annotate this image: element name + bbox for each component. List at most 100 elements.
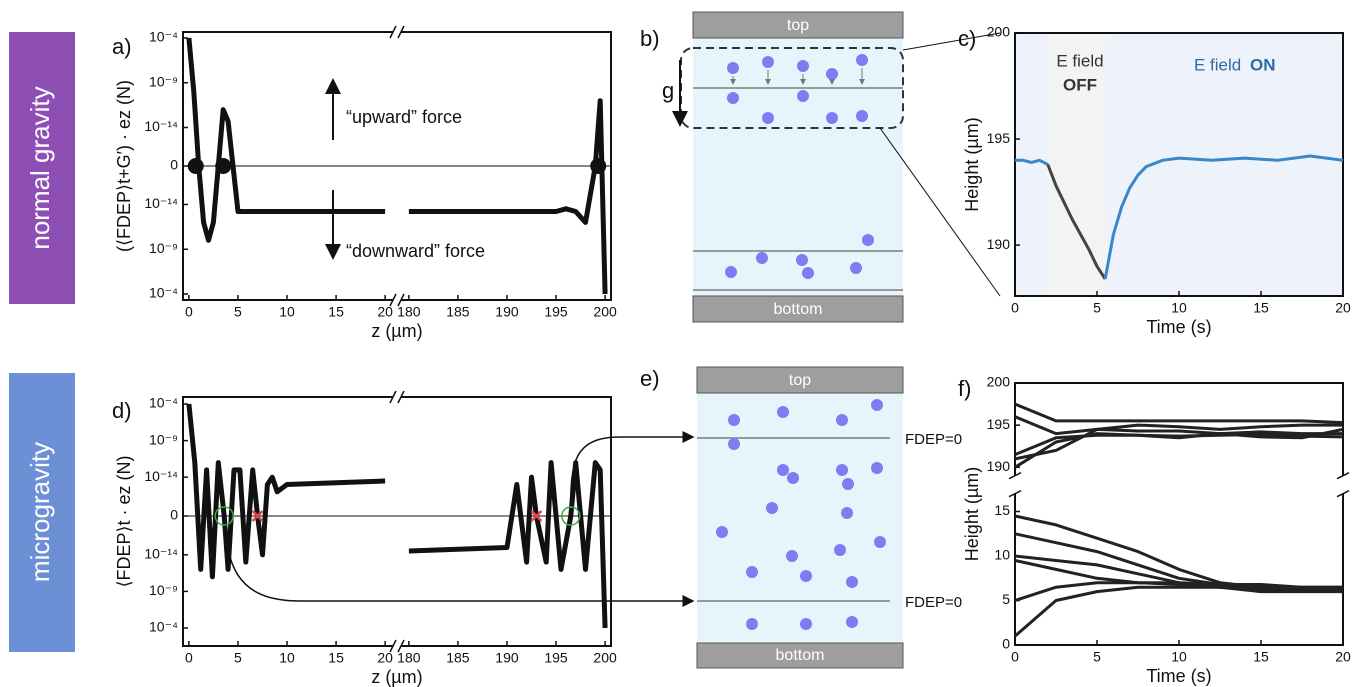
region xyxy=(1047,33,1107,296)
zoom-line xyxy=(902,32,1001,51)
x-tick-label: 195 xyxy=(544,304,568,320)
axis-break xyxy=(393,28,401,36)
region xyxy=(1015,33,1048,296)
x-axis-label: Time (s) xyxy=(1146,317,1211,337)
x-tick-label: 180 xyxy=(397,650,421,666)
y-tick-label: 10⁻¹⁴ xyxy=(144,468,178,484)
annotation: ON xyxy=(1250,55,1276,74)
particle xyxy=(725,266,737,278)
data-line xyxy=(1014,514,1344,594)
y-tick-label: 190 xyxy=(987,236,1011,252)
particle xyxy=(856,110,868,122)
x-tick-label: 200 xyxy=(593,650,617,666)
particle xyxy=(756,252,768,264)
y-axis-label: (⟨FDEP⟩t+G′) · ez (N) xyxy=(114,80,134,252)
annotation: E field xyxy=(1056,51,1103,70)
particle xyxy=(766,502,778,514)
particle xyxy=(826,112,838,124)
particle xyxy=(862,234,874,246)
data-line xyxy=(1014,585,1344,638)
data-line xyxy=(1014,423,1343,461)
x-tick-label: 20 xyxy=(377,304,393,320)
particle xyxy=(727,92,739,104)
x-tick-label: 195 xyxy=(544,650,568,666)
x-tick-label: 185 xyxy=(446,650,470,666)
equilibrium-point xyxy=(590,158,607,174)
axis-break xyxy=(389,293,405,307)
x-tick-label: 0 xyxy=(1011,649,1019,665)
particle xyxy=(762,56,774,68)
unstable-point xyxy=(530,510,543,522)
data-line xyxy=(1014,402,1344,425)
x-axis-label: z (µm) xyxy=(371,667,422,687)
particle xyxy=(856,54,868,66)
data-line xyxy=(1103,154,1344,280)
y-axis-label: Height (µm) xyxy=(962,467,982,561)
annotation: E field xyxy=(1194,55,1241,74)
y-tick-label: 0 xyxy=(170,157,178,173)
x-tick-label: 15 xyxy=(328,650,344,666)
x-tick-label: 10 xyxy=(279,304,295,320)
equilibrium-point xyxy=(187,158,204,174)
y-tick-label: 5 xyxy=(1002,591,1010,607)
x-axis-label: Time (s) xyxy=(1146,666,1211,686)
x-tick-label: 20 xyxy=(377,650,393,666)
annotation: OFF xyxy=(1063,75,1097,94)
panel-label: b) xyxy=(640,26,660,51)
y-tick-label: 10⁻¹⁴ xyxy=(144,546,178,562)
particle xyxy=(762,112,774,124)
particle xyxy=(826,68,838,80)
data-line xyxy=(186,37,608,295)
data-line xyxy=(1046,163,1107,280)
particle xyxy=(846,616,858,628)
particle xyxy=(797,60,809,72)
y-tick-label: 0 xyxy=(170,507,178,523)
y-tick-label: 190 xyxy=(987,458,1011,474)
particle xyxy=(874,536,886,548)
x-tick-label: 10 xyxy=(1171,300,1187,316)
electrode-label: top xyxy=(787,17,809,34)
particle xyxy=(834,544,846,556)
x-tick-label: 5 xyxy=(234,650,242,666)
particle xyxy=(836,464,848,476)
link-arrow xyxy=(569,431,695,517)
y-tick-label: 10⁻⁴ xyxy=(149,285,178,301)
y-tick-label: 10⁻¹⁴ xyxy=(144,195,178,211)
y-tick-label: 10⁻⁴ xyxy=(149,29,178,45)
stable-point xyxy=(561,506,581,526)
data-line xyxy=(1014,581,1343,602)
y-tick-label: 10⁻⁹ xyxy=(149,582,178,598)
electrode xyxy=(692,295,904,323)
y-tick-label: 10⁻⁹ xyxy=(149,73,178,89)
y-tick-label: 200 xyxy=(987,374,1011,390)
particle xyxy=(727,62,739,74)
data-line xyxy=(1015,158,1049,166)
particle xyxy=(871,462,883,474)
row-label: normal gravity xyxy=(25,86,55,249)
stable-point xyxy=(214,506,234,526)
y-tick-label: 10⁻⁹ xyxy=(149,431,178,447)
row-label: microgravity xyxy=(25,442,55,582)
particle xyxy=(850,262,862,274)
axis-break xyxy=(1011,475,1019,494)
particle xyxy=(746,566,758,578)
row-label-box xyxy=(9,373,75,652)
particle xyxy=(728,414,740,426)
particle xyxy=(841,507,853,519)
axis-break xyxy=(389,390,405,404)
axis-break xyxy=(389,25,405,39)
particle xyxy=(836,414,848,426)
electrode xyxy=(692,11,904,39)
link-arrow xyxy=(222,515,695,607)
x-tick-label: 0 xyxy=(185,304,193,320)
x-tick-label: 200 xyxy=(593,304,617,320)
row-label-box xyxy=(9,32,75,304)
equilibrium-point xyxy=(215,158,232,174)
axis-break xyxy=(1336,472,1350,498)
y-tick-label: 200 xyxy=(987,24,1011,40)
x-tick-label: 5 xyxy=(1093,649,1101,665)
particle xyxy=(746,618,758,630)
x-tick-label: 5 xyxy=(1093,300,1101,316)
y-tick-label: 10 xyxy=(994,547,1010,563)
